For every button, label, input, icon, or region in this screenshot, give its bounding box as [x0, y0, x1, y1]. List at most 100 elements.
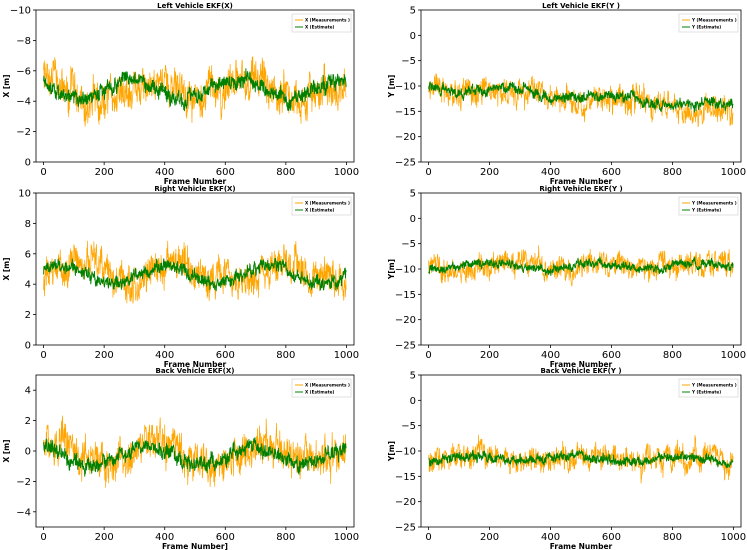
x-axis-label: Frame Number — [164, 177, 227, 186]
subplot: 0 200 400 600 800 1000 0 −2 −4 −6 −8 −10 Left Vehicl… — [2, 2, 359, 186]
y-tick-label: 0 — [25, 158, 31, 169]
y-axis-label: X [m] — [2, 439, 11, 462]
legend: Y (Measurements ) Y (Estimate) — [678, 196, 739, 216]
x-tick-label: 600 — [602, 167, 621, 178]
legend-label: X (Measurements ) — [305, 201, 350, 206]
legend-label: Y (Estimate) — [691, 208, 721, 213]
legend-box — [678, 13, 739, 33]
series-group — [428, 245, 734, 287]
legend-box — [291, 378, 352, 398]
legend-label: Y (Measurements ) — [691, 18, 737, 23]
legend: X (Measurements ) X (Estimate) — [291, 13, 352, 33]
subplot-title: Right Vehicle EKF(X) — [154, 185, 235, 193]
y-tick-label: 0 — [25, 447, 31, 458]
y-tick-label: −10 — [395, 265, 416, 276]
subplot-title: Right Vehicle EKF(Y ) — [539, 185, 622, 193]
series-group — [428, 434, 734, 484]
subplot: 0 200 400 600 800 1000 5 0 −5 −10 −15 −20 −25 Back Ve… — [387, 367, 746, 550]
series-line-estimate — [43, 68, 347, 112]
subplot-title: Back Vehicle EKF(X) — [156, 367, 235, 375]
x-tick-label: 0 — [425, 167, 431, 178]
legend-label: Y (Measurements ) — [691, 201, 737, 206]
legend: Y (Measurements ) Y (Estimate) — [678, 13, 739, 33]
y-axis-label: Y [m] — [387, 75, 396, 99]
x-tick-label: 0 — [425, 350, 431, 361]
subplot-title: Left Vehicle EKF(Y ) — [542, 2, 620, 10]
x-tick-label: 1000 — [334, 167, 359, 178]
x-tick-label: 0 — [40, 167, 46, 178]
y-tick-label: 6 — [25, 249, 31, 260]
y-tick-label: −10 — [395, 447, 416, 458]
y-tick-label: −5 — [401, 239, 416, 250]
x-axis-label: Frame Number] — [162, 542, 228, 550]
x-tick-label: 400 — [155, 532, 174, 543]
legend-label: Y (Estimate) — [691, 390, 721, 395]
series-line-estimate — [43, 437, 347, 477]
subplot: 0 200 400 600 800 1000 4 2 0 −2 −4 Back Vehicle EKF… — [2, 367, 359, 550]
series-group — [43, 415, 347, 488]
x-tick-label: 0 — [425, 532, 431, 543]
x-tick-label: 400 — [541, 532, 560, 543]
x-tick-label: 200 — [95, 532, 114, 543]
series-line-estimate — [428, 256, 734, 276]
y-axis-label: Y[m] — [387, 441, 396, 462]
series-line-measurements — [43, 415, 347, 488]
series-line-measurements — [428, 73, 734, 128]
series-group — [428, 73, 734, 128]
y-tick-label: −20 — [395, 315, 416, 326]
y-tick-label: −4 — [16, 507, 31, 518]
y-tick-label: 10 — [18, 189, 31, 200]
x-tick-label: 800 — [663, 167, 682, 178]
x-tick-label: 0 — [40, 532, 46, 543]
y-tick-label: −8 — [16, 36, 31, 47]
y-tick-label: −5 — [401, 56, 416, 67]
y-tick-label: −10 — [10, 6, 31, 17]
series-line-estimate — [428, 80, 734, 113]
series-line-measurements — [428, 434, 734, 484]
x-tick-label: 200 — [480, 167, 499, 178]
legend-label: X (Measurements ) — [305, 18, 350, 23]
legend: Y (Measurements ) Y (Estimate) — [678, 378, 739, 398]
plot-frame — [420, 9, 742, 163]
x-axis-label: Frame Number — [164, 360, 227, 369]
legend-box — [291, 13, 352, 33]
subplot-title: Back Vehicle EKF(Y ) — [540, 367, 621, 375]
x-tick-label: 200 — [480, 532, 499, 543]
x-tick-label: 0 — [40, 350, 46, 361]
y-tick-label: 5 — [410, 189, 416, 200]
x-tick-label: 200 — [480, 350, 499, 361]
x-tick-label: 200 — [95, 167, 114, 178]
subplot: 0 200 400 600 800 1000 0 2 4 6 8 10 Right Vehicle EK… — [2, 185, 359, 369]
y-tick-label: −4 — [16, 97, 31, 108]
legend-label: Y (Measurements ) — [691, 383, 737, 388]
legend-label: X (Estimate) — [305, 25, 334, 30]
legend-label: X (Measurements ) — [305, 383, 350, 388]
x-tick-label: 1000 — [334, 532, 359, 543]
series-line-estimate — [428, 449, 734, 469]
y-tick-label: −15 — [395, 472, 416, 483]
y-tick-label: 4 — [25, 386, 31, 397]
x-tick-label: 1000 — [721, 167, 746, 178]
x-tick-label: 1000 — [334, 350, 359, 361]
y-tick-label: −6 — [16, 66, 31, 77]
subplot-title: Left Vehicle EKF(X) — [157, 2, 233, 10]
y-tick-label: −15 — [395, 107, 416, 118]
y-tick-label: 0 — [25, 341, 31, 352]
y-tick-label: 2 — [25, 310, 31, 321]
x-tick-label: 800 — [663, 532, 682, 543]
x-tick-label: 800 — [276, 350, 295, 361]
y-tick-label: 2 — [25, 416, 31, 427]
y-tick-label: 8 — [25, 219, 31, 230]
x-tick-label: 600 — [216, 532, 235, 543]
x-tick-label: 600 — [216, 350, 235, 361]
y-tick-label: −2 — [16, 477, 31, 488]
series-group — [43, 240, 347, 304]
legend: X (Measurements ) X (Estimate) — [291, 378, 352, 398]
y-tick-label: −25 — [395, 523, 416, 534]
y-tick-label: −5 — [401, 421, 416, 432]
x-axis-label: Frame Number — [550, 542, 613, 550]
y-tick-label: −2 — [16, 127, 31, 138]
series-line-estimate — [43, 258, 347, 292]
y-tick-label: −25 — [395, 158, 416, 169]
